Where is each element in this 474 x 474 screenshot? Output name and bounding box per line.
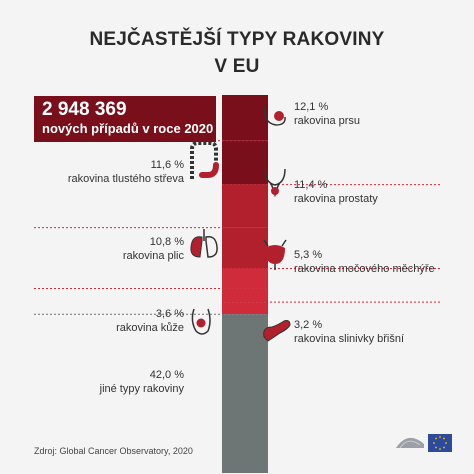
label-colon: 11,6 % rakovina tlustého střeva — [68, 158, 184, 186]
bladder-icon — [263, 239, 287, 270]
bar-segment-8 — [222, 314, 268, 473]
name-prostate: rakovina prostaty — [294, 193, 378, 205]
chart-title: NEJČASTĚJŠÍ TYPY RAKOVINY V EU — [0, 26, 474, 80]
prostate-icon — [264, 168, 286, 198]
colon-icon — [190, 141, 219, 179]
title-line-1: NEJČASTĚJŠÍ TYPY RAKOVINY — [89, 29, 385, 50]
value-lungs: 10,8 % — [149, 236, 184, 248]
lungs-icon — [190, 229, 218, 258]
label-bladder: 5,3 % rakovina močového měchýře — [294, 248, 435, 276]
total-cases-label: nových případů v roce 2020 — [42, 121, 214, 136]
name-other: jiné typy rakoviny — [99, 383, 184, 395]
name-colon: rakovina tlustého střeva — [67, 173, 184, 185]
value-other: 42,0 % — [149, 369, 184, 381]
label-other: 42,0 % jiné typy rakoviny — [100, 368, 184, 396]
name-pancreas: rakovina slinivky břišní — [294, 333, 405, 345]
total-cases-box: 2 948 369 nových případů v roce 2020 — [34, 96, 216, 142]
label-skin: 3,6 % rakovina kůže — [116, 307, 184, 335]
total-cases-number: 2 948 369 — [42, 99, 127, 120]
label-pancreas: 3,2 % rakovina slinivky břišní — [294, 318, 404, 346]
bar-segment-4 — [222, 227, 268, 269]
skin-icon — [191, 308, 211, 335]
bar-segment-2 — [222, 140, 268, 185]
value-colon: 11,6 % — [150, 159, 184, 171]
label-prostate: 11,4 % rakovina prostaty — [294, 178, 378, 206]
value-skin: 3,6 % — [155, 308, 184, 320]
source-note: Zdroj: Global Cancer Observatory, 2020 — [34, 446, 193, 456]
name-breast: rakovina prsu — [294, 115, 361, 127]
title-line-2: V EU — [214, 56, 260, 77]
name-bladder: rakovina močového měchýře — [294, 263, 435, 275]
value-bladder: 5,3 % — [294, 249, 323, 261]
name-lungs: rakovina plic — [122, 250, 184, 262]
parliament-logo — [396, 434, 452, 452]
label-breast: 12,1 % rakovina prsu — [294, 100, 360, 128]
value-pancreas: 3,2 % — [294, 319, 323, 331]
bar-segment-1 — [222, 95, 268, 141]
label-lungs: 10,8 % rakovina plic — [123, 235, 184, 263]
name-skin: rakovina kůže — [116, 322, 184, 334]
value-breast: 12,1 % — [294, 101, 329, 113]
pancreas-icon — [263, 320, 291, 342]
breast-icon — [263, 106, 286, 126]
value-prostate: 11,4 % — [294, 179, 328, 191]
bar-segment-3 — [222, 184, 268, 228]
bar-segment-5 — [222, 268, 268, 289]
bar-segment-6 — [222, 288, 268, 303]
bar-segment-7 — [222, 302, 268, 315]
